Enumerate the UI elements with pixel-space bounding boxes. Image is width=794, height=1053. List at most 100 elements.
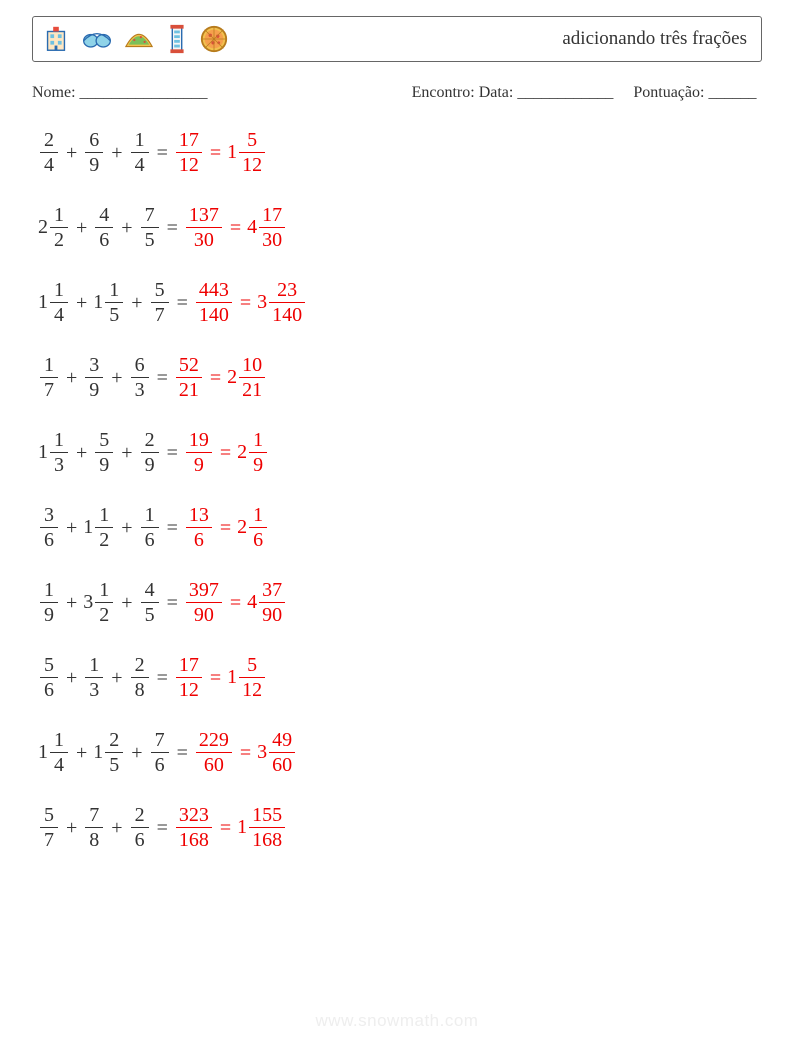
plus-operator: + (66, 518, 77, 538)
fraction: 12 (95, 578, 113, 627)
fraction-denominator: 12 (239, 153, 265, 177)
fraction-denominator: 6 (131, 828, 149, 852)
plus-operator: + (76, 443, 87, 463)
fraction-denominator: 3 (50, 453, 68, 477)
fraction-numerator: 10 (239, 353, 265, 377)
fraction-whole: 2 (237, 517, 247, 538)
fraction-denominator: 9 (40, 603, 58, 627)
fraction-numerator: 1 (50, 728, 68, 752)
equals-operator: = (210, 368, 221, 388)
plus-operator: + (131, 743, 142, 763)
plus-operator: + (121, 218, 132, 238)
fraction: 23140 (269, 278, 305, 327)
fraction: 14 (131, 128, 149, 177)
problem-row: 57+78+26=323168=1155168 (38, 803, 762, 852)
fraction-numerator: 5 (243, 653, 261, 677)
fraction-numerator: 17 (176, 128, 202, 152)
fraction-denominator: 12 (176, 153, 202, 177)
fraction: 57 (151, 278, 169, 327)
fraction: 323168 (176, 803, 212, 852)
fraction-denominator: 21 (176, 378, 202, 402)
date-score-labels: Encontro: Data: ____________ Pontuação: … (412, 84, 762, 102)
equals-operator: = (167, 593, 178, 613)
equals-operator: = (177, 293, 188, 313)
fraction-numerator: 17 (259, 203, 285, 227)
fraction: 39 (85, 353, 103, 402)
fraction: 15 (105, 278, 123, 327)
fraction: 39790 (186, 578, 222, 627)
fraction-denominator: 8 (85, 828, 103, 852)
fraction-denominator: 9 (141, 453, 159, 477)
equals-operator: = (220, 518, 231, 538)
fraction-numerator: 155 (249, 803, 285, 827)
fraction-whole: 2 (227, 367, 237, 388)
fraction-denominator: 6 (95, 228, 113, 252)
fraction-denominator: 90 (191, 603, 217, 627)
plus-operator: + (66, 668, 77, 688)
fraction: 28 (131, 653, 149, 702)
fraction-denominator: 12 (176, 678, 202, 702)
worksheet-page: adicionando três frações Nome: _________… (0, 0, 794, 1053)
fraction-denominator: 7 (40, 828, 58, 852)
fraction-numerator: 1 (40, 353, 58, 377)
fraction-denominator: 168 (176, 828, 212, 852)
fraction-numerator: 2 (40, 128, 58, 152)
fraction: 16 (249, 503, 267, 552)
equals-operator: = (167, 218, 178, 238)
fraction-whole: 1 (227, 667, 237, 688)
fraction-numerator: 6 (85, 128, 103, 152)
fraction-numerator: 23 (274, 278, 300, 302)
fraction: 16 (141, 503, 159, 552)
plus-operator: + (121, 443, 132, 463)
plus-operator: + (76, 293, 87, 313)
date-label: Encontro: Data: ____________ (412, 84, 614, 101)
fraction-numerator: 3 (85, 353, 103, 377)
fraction-numerator: 1 (50, 278, 68, 302)
fraction: 26 (131, 803, 149, 852)
fraction-denominator: 168 (249, 828, 285, 852)
fraction: 5221 (176, 353, 202, 402)
fraction-numerator: 13 (186, 503, 212, 527)
fraction-numerator: 52 (176, 353, 202, 377)
equals-operator: = (157, 368, 168, 388)
fraction-whole: 1 (93, 742, 103, 763)
fraction-denominator: 2 (95, 603, 113, 627)
name-field-label: Nome: ________________ (32, 84, 412, 102)
fraction: 76 (151, 728, 169, 777)
fraction-denominator: 6 (141, 528, 159, 552)
plus-operator: + (121, 518, 132, 538)
fraction: 22960 (196, 728, 232, 777)
equals-operator: = (220, 818, 231, 838)
plus-operator: + (111, 143, 122, 163)
fraction-numerator: 2 (105, 728, 123, 752)
fraction-numerator: 5 (151, 278, 169, 302)
fraction-numerator: 5 (40, 653, 58, 677)
fraction: 19 (249, 428, 267, 477)
fraction: 1021 (239, 353, 265, 402)
equals-operator: = (210, 143, 221, 163)
fraction-whole: 1 (83, 517, 93, 538)
fraction-denominator: 6 (151, 753, 169, 777)
fraction-numerator: 1 (40, 578, 58, 602)
fraction-numerator: 2 (141, 428, 159, 452)
plus-operator: + (111, 818, 122, 838)
fraction-numerator: 1 (85, 653, 103, 677)
fraction-whole: 3 (257, 292, 267, 313)
fraction-whole: 1 (38, 742, 48, 763)
fraction-numerator: 7 (151, 728, 169, 752)
fraction: 78 (85, 803, 103, 852)
fraction: 46 (95, 203, 113, 252)
fraction-denominator: 4 (131, 153, 149, 177)
equals-operator: = (210, 668, 221, 688)
fraction-numerator: 5 (40, 803, 58, 827)
fraction-denominator: 4 (50, 753, 68, 777)
plus-operator: + (131, 293, 142, 313)
fraction: 57 (40, 803, 58, 852)
fraction-numerator: 4 (95, 203, 113, 227)
fraction-numerator: 37 (259, 578, 285, 602)
fraction-numerator: 1 (249, 428, 267, 452)
problem-row: 24+69+14=1712=1512 (38, 128, 762, 177)
fraction-numerator: 2 (131, 803, 149, 827)
fraction-denominator: 21 (239, 378, 265, 402)
fraction-numerator: 6 (131, 353, 149, 377)
